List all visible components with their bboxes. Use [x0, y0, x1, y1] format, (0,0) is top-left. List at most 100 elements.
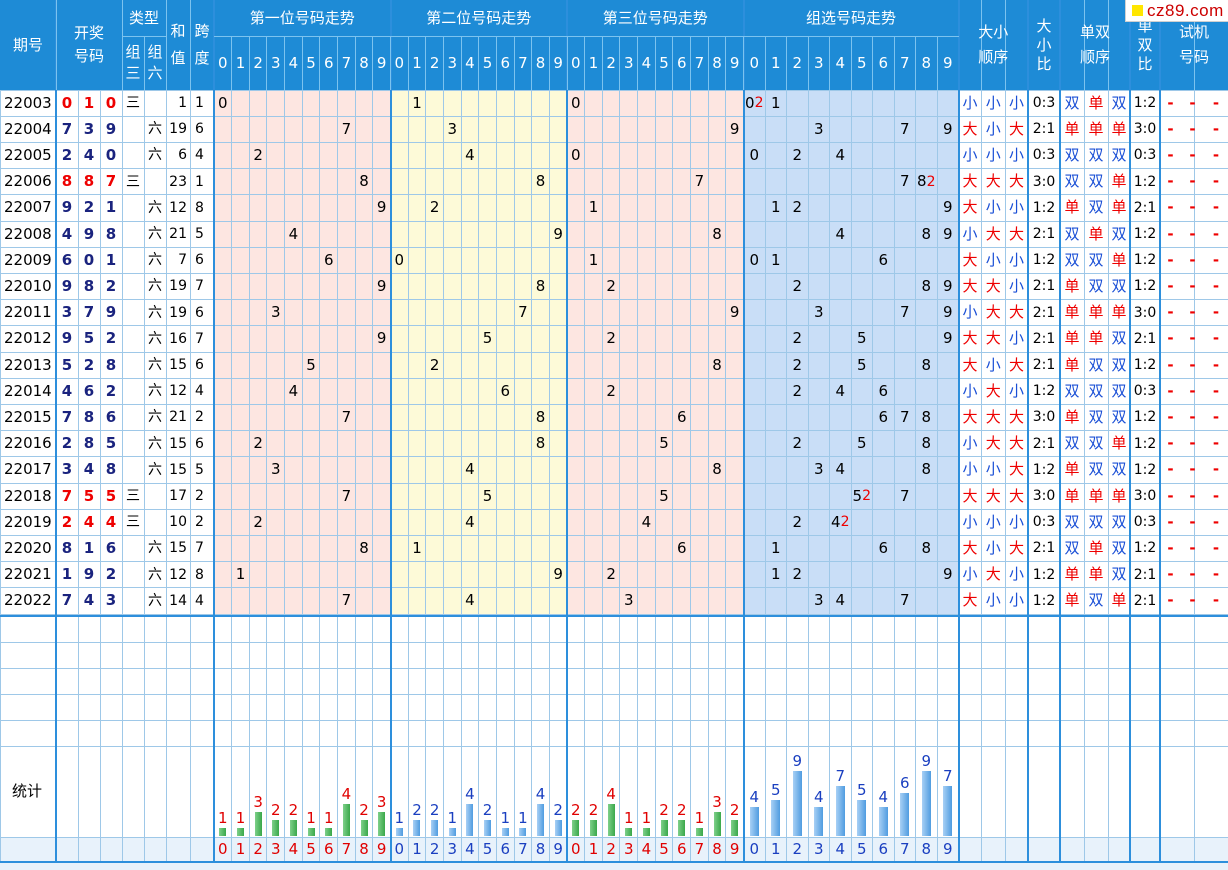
trial-number: - [1189, 486, 1196, 505]
header-col-line [425, 36, 427, 90]
stat-bar [625, 828, 633, 836]
oe-order-item: 双 [1064, 145, 1080, 164]
pos1-trend-digit: 5 [306, 355, 316, 374]
trial-number: - [1189, 434, 1196, 453]
trial-number: - [1212, 276, 1220, 295]
draw-digit: 9 [61, 276, 73, 295]
pos2-trend-digit: 1 [412, 93, 422, 112]
pos3-trend-digit: 9 [729, 119, 740, 138]
bs-ratio: 1:2 [1032, 461, 1056, 478]
group-trend-digit: 8 [921, 224, 932, 243]
header-digit: 5 [659, 53, 669, 72]
header-background [0, 0, 1228, 90]
span-value: 6 [195, 121, 204, 138]
stat-bar [466, 804, 474, 836]
header-sum: 和值 [170, 22, 186, 67]
stat-axis-label: 9 [729, 840, 740, 858]
stat-bar-label: 4 [606, 785, 616, 803]
bs-order-item: 小 [1008, 512, 1024, 531]
pos2-trend-digit: 8 [535, 172, 546, 191]
group-trend-digit: 9 [942, 224, 953, 243]
span-value: 2 [195, 488, 204, 505]
col-line [601, 90, 603, 862]
col-line [121, 90, 123, 862]
col-line [77, 90, 79, 862]
stat-axis-label: 2 [253, 840, 263, 858]
oe-order-item: 单 [1111, 303, 1127, 322]
trial-number: - [1167, 329, 1174, 348]
row-line [0, 325, 1228, 327]
trial-number: - [1189, 329, 1196, 348]
oe-order-item: 单 [1111, 250, 1127, 269]
stat-bar [749, 807, 759, 836]
stat-axis-label: 7 [518, 840, 528, 858]
stat-bar-label: 4 [878, 788, 889, 807]
sum-value: 19 [169, 304, 187, 321]
group-separator [1159, 0, 1161, 862]
type-marker: 三 [126, 514, 140, 531]
pos1-trend-digit: 7 [341, 486, 352, 505]
pos3-trend-digit: 1 [588, 198, 599, 217]
oe-order-item: 单 [1064, 119, 1080, 138]
header-col-line [1107, 0, 1109, 90]
bs-order-item: 小 [985, 198, 1001, 217]
oe-order-item: 单 [1088, 119, 1104, 138]
col-line [301, 90, 303, 862]
pos2-trend-digit: 8 [535, 407, 546, 426]
oe-ratio: 1:2 [1133, 173, 1157, 190]
draw-digit: 8 [105, 460, 117, 479]
pos1-trend-digit: 3 [270, 460, 281, 479]
header-oe-order: 单双 顺序 [1079, 23, 1110, 66]
draw-digit: 6 [105, 538, 117, 557]
stat-axis-label: 7 [341, 840, 352, 858]
row-line [0, 194, 1228, 196]
span-value: 7 [195, 330, 204, 347]
pos2-trend-digit: 4 [465, 145, 475, 164]
header-digit: 0 [571, 53, 581, 72]
draw-digit: 7 [61, 119, 73, 138]
header-col-line [121, 0, 123, 90]
header-col-line [725, 36, 727, 90]
col-line [672, 90, 674, 862]
draw-digit: 1 [105, 198, 117, 217]
draw-digit: 9 [105, 303, 117, 322]
draw-digit: 2 [105, 381, 117, 400]
span-value: 8 [195, 199, 204, 216]
draw-digit: 9 [83, 224, 95, 243]
bs-ratio: 2:1 [1032, 357, 1056, 374]
col-line [548, 90, 550, 862]
bottom-border [0, 861, 1228, 863]
header-col-line [143, 36, 145, 90]
group-trend-digit: 3 [813, 591, 824, 610]
draw-digit: 8 [105, 224, 117, 243]
oe-ratio: 0:3 [1133, 147, 1157, 164]
span-value: 5 [195, 226, 204, 243]
pos3-trend-digit: 8 [712, 460, 722, 479]
stat-axis-label: 3 [447, 840, 458, 858]
header-type-sub: 组三 [125, 43, 141, 82]
type-marker: 三 [126, 95, 140, 112]
stat-bar-label: 1 [623, 809, 634, 827]
trial-number: - [1189, 250, 1196, 269]
oe-order-item: 单 [1111, 198, 1127, 217]
group-separator [566, 0, 568, 862]
stat-axis-label: 8 [535, 840, 546, 858]
stat-bar-label: 3 [376, 793, 387, 811]
bs-order-item: 大 [985, 224, 1001, 243]
stat-axis-label: 3 [813, 840, 824, 858]
stat-bar [501, 828, 509, 836]
issue-number: 22005 [4, 145, 52, 164]
group-trend-digit: 8 [921, 538, 932, 557]
header-digit: 3 [270, 53, 281, 72]
stat-bar-label: 3 [712, 793, 722, 811]
pos3-trend-digit: 5 [659, 486, 669, 505]
issue-number: 22013 [4, 355, 52, 374]
oe-order-item: 双 [1088, 198, 1104, 217]
stat-axis-label: 7 [694, 840, 705, 858]
header-col-line [460, 36, 462, 90]
group-trend-digit: 4 [835, 591, 846, 610]
site-logo[interactable]: cz89.com [1125, 0, 1228, 22]
header-type-sub: 组六 [147, 43, 163, 82]
